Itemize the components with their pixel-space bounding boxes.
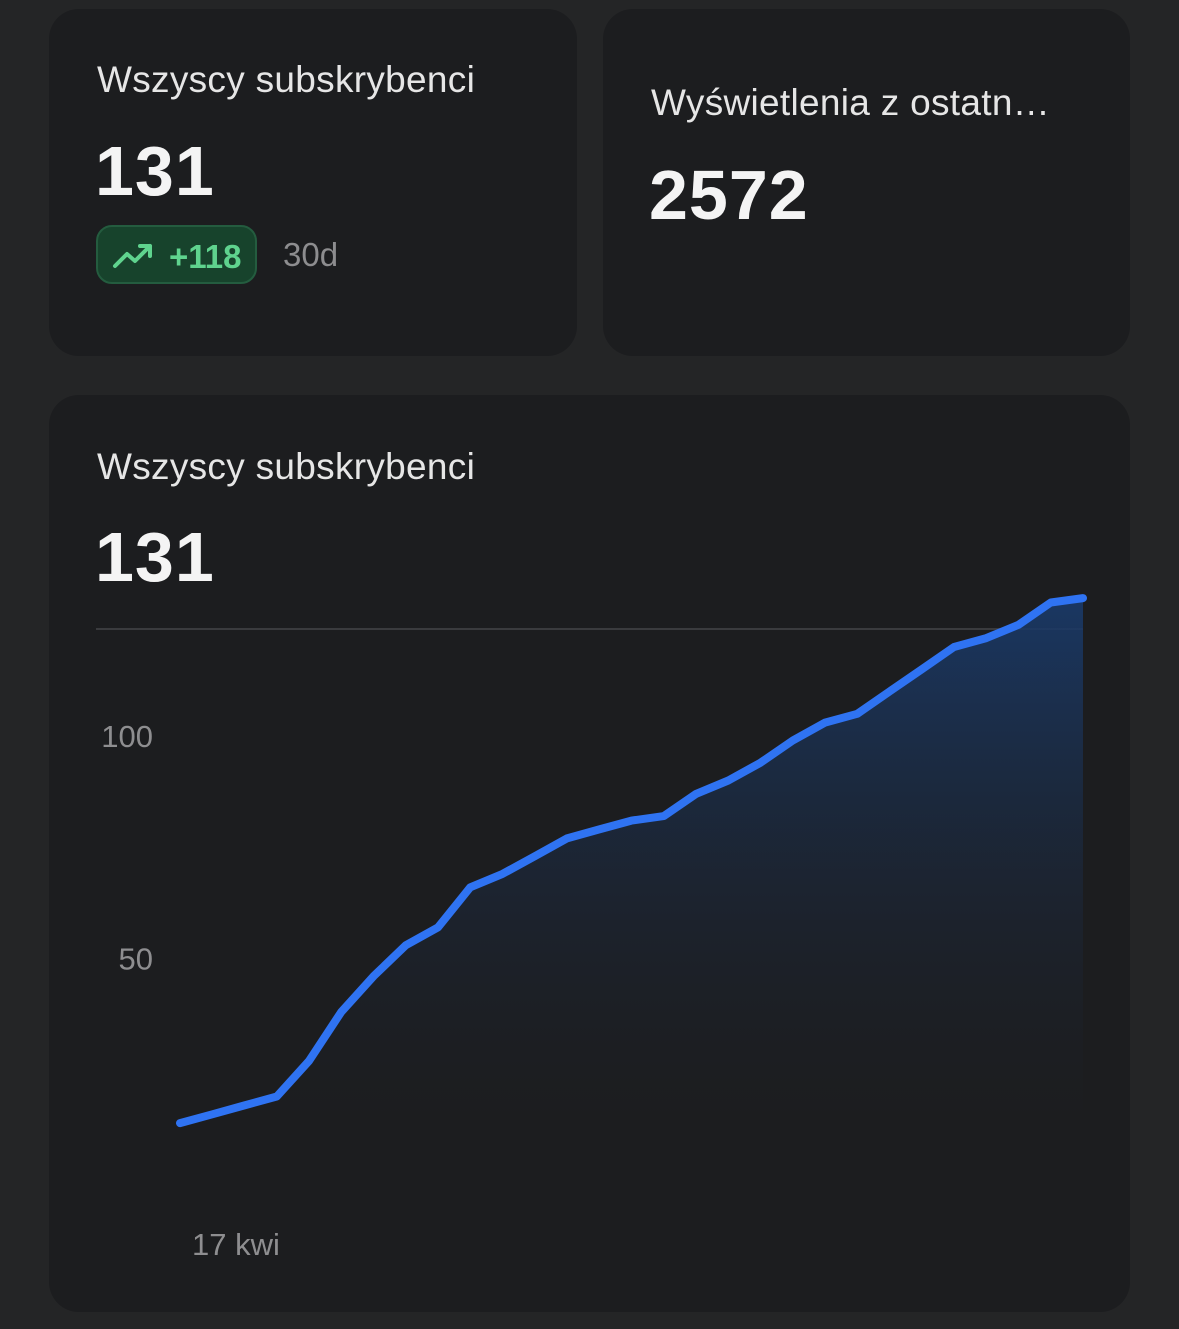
change-badge: +118 [96, 225, 257, 284]
chart-card-count: 131 [95, 518, 215, 596]
views-card[interactable]: Wyświetlenia z ostatn… 2572 [603, 9, 1130, 356]
x-tick-label: 17 kwi [192, 1227, 280, 1262]
subscribers-card[interactable]: Wszyscy subskrybenci 131 +118 30d [49, 9, 577, 356]
period-label: 30d [283, 236, 339, 273]
y-tick-label: 100 [101, 719, 153, 754]
change-value: +118 [169, 238, 242, 275]
subscribers-card-title: Wszyscy subskrybenci [97, 59, 476, 100]
chart-card-title: Wszyscy subskrybenci [97, 446, 476, 487]
chart-area-fill [180, 598, 1083, 1124]
views-count: 2572 [649, 156, 809, 234]
trending-up-icon [113, 244, 152, 268]
subscribers-chart-card[interactable]: Wszyscy subskrybenci 131 50 100 17 kwi [49, 395, 1130, 1312]
subscribers-chart[interactable]: 50 100 17 kwi [49, 395, 1130, 1312]
chart-series-line [176, 594, 1087, 1128]
subscribers-count: 131 [95, 132, 215, 210]
y-tick-label: 50 [119, 942, 153, 977]
views-card-title: Wyświetlenia z ostatn… [651, 82, 1051, 123]
